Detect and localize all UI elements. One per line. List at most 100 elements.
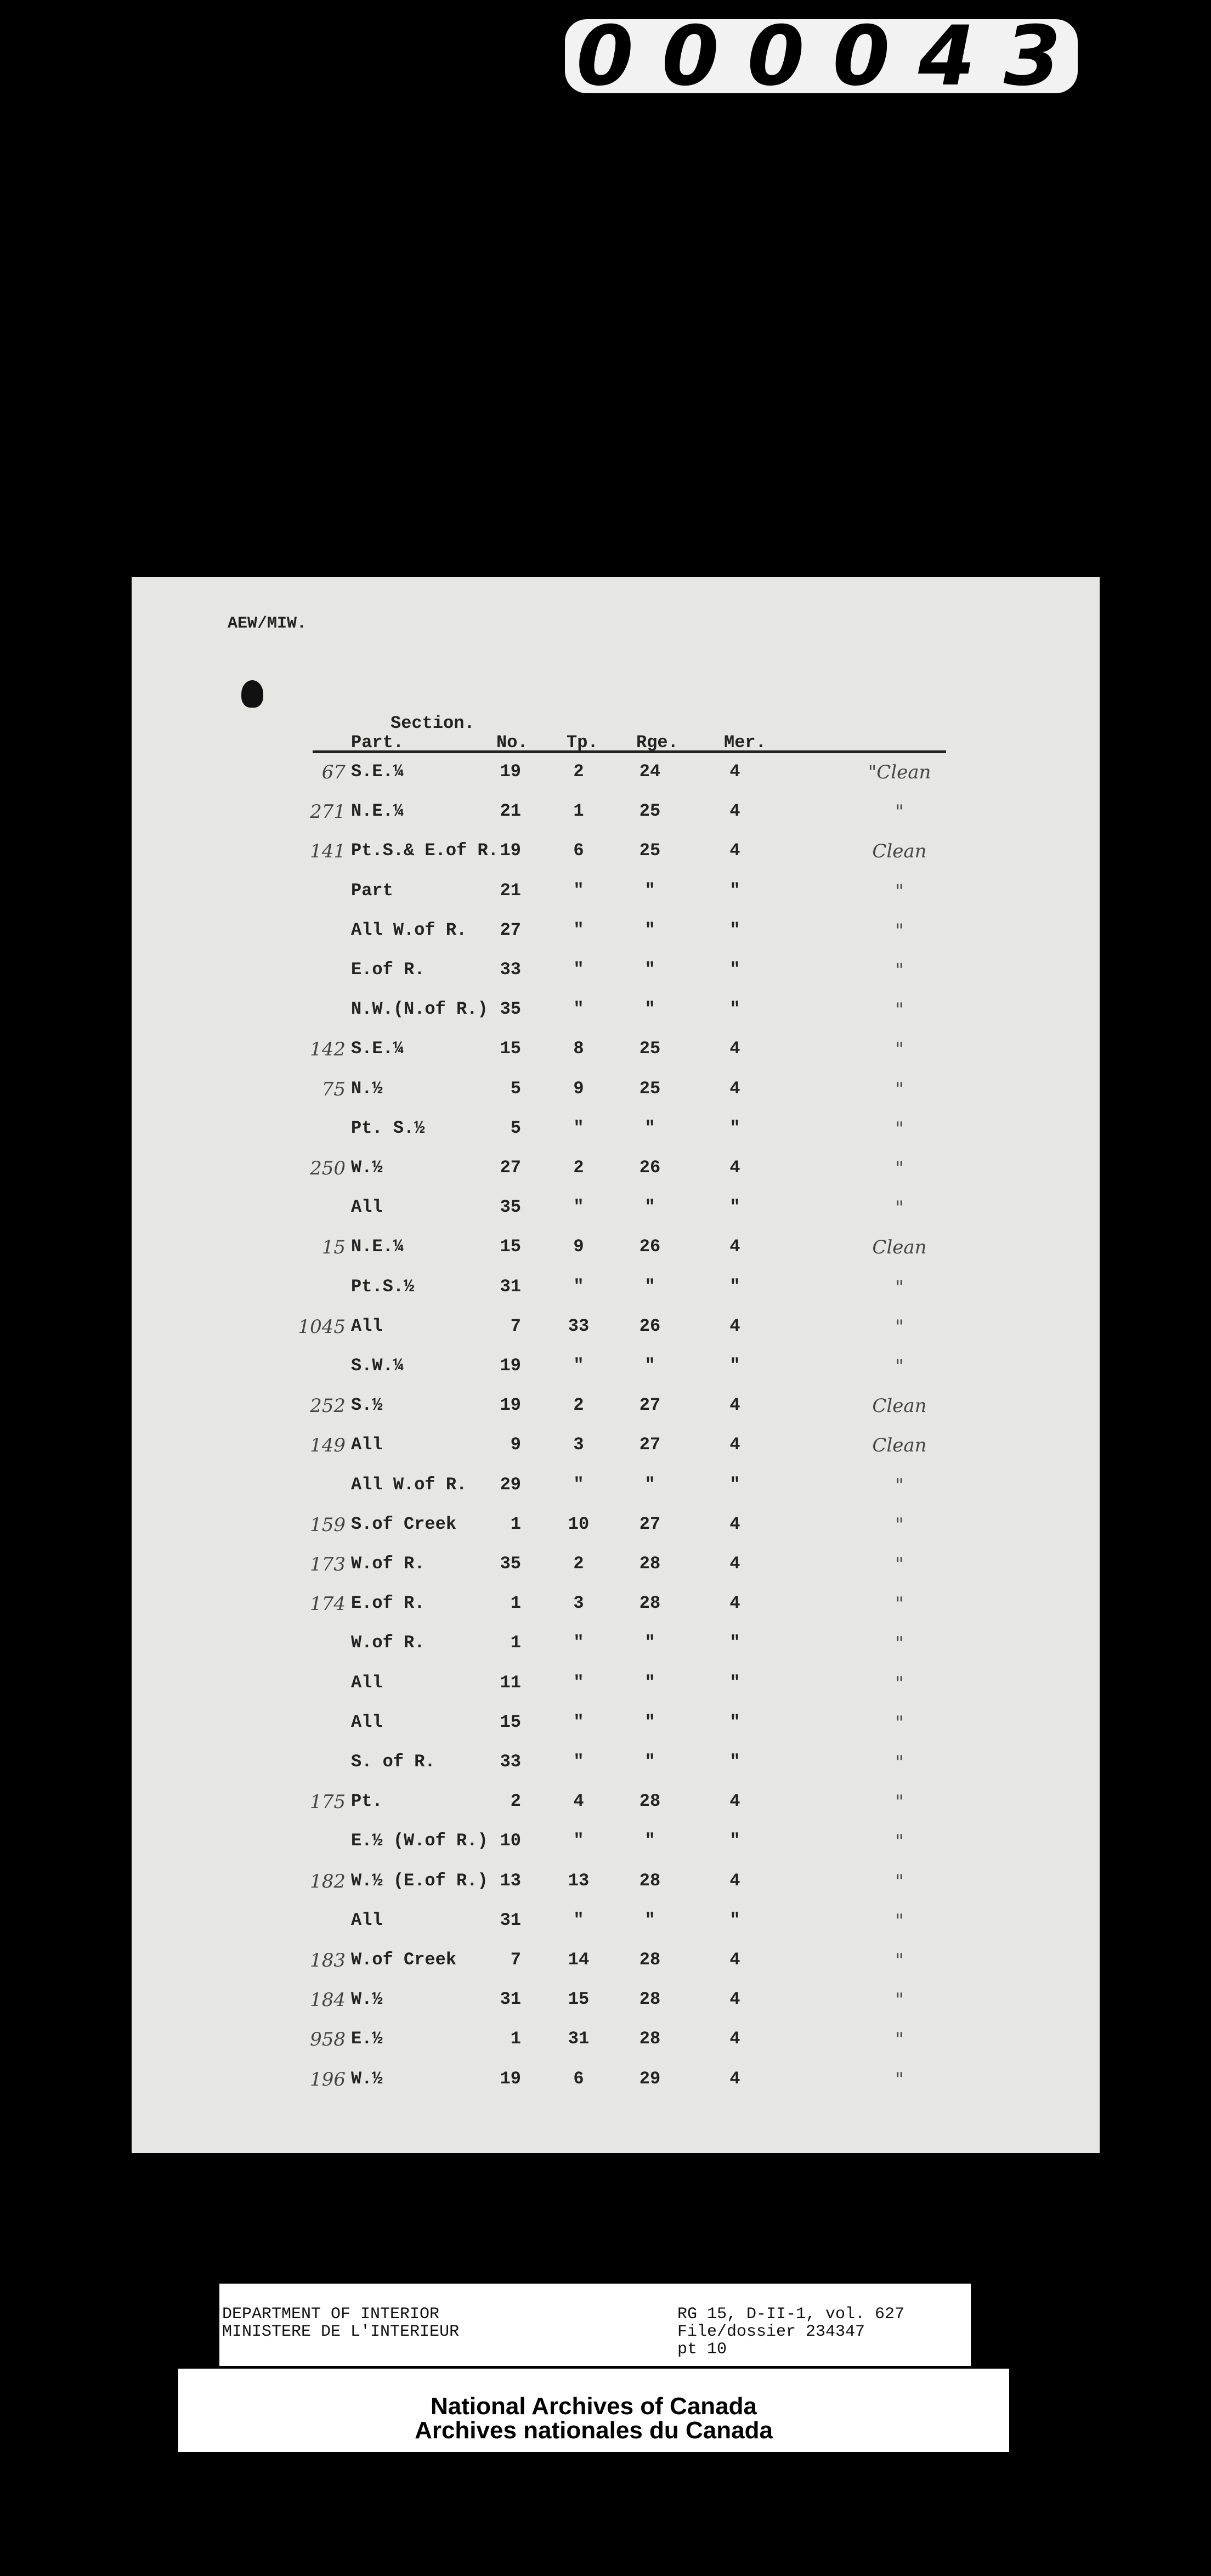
table-row: 250 W.½ 27 2 26 4 " (132, 1157, 1100, 1190)
table-row: Part 21 " " " " (132, 880, 1100, 913)
cell-hand: 196 (310, 2068, 346, 2091)
cell-tp: 15 (568, 1989, 590, 2010)
cell-remark: Clean (872, 1395, 927, 1417)
cell-rge: 28 (639, 1593, 661, 1614)
cell-rge: 27 (639, 1513, 661, 1534)
cell-no: 5 (510, 1078, 521, 1099)
cell-tp: " (573, 1197, 584, 1218)
archive-name-label: National Archives of Canada Archives nat… (178, 2369, 1009, 2452)
cell-no: 7 (510, 1950, 521, 1970)
cell-remark: " (895, 1711, 904, 1734)
table-row: 174 E.of R. 1 3 28 4 " (132, 1593, 1100, 1626)
cell-mer: 4 (729, 2068, 740, 2089)
table-row: All 15 " " " " (132, 1712, 1100, 1745)
cell-remark: " (895, 801, 904, 823)
document-page (132, 577, 1100, 2153)
cell-tp: " (573, 1474, 584, 1495)
cell-no: 19 (500, 761, 521, 782)
cell-part: N.E.¼ (351, 801, 404, 822)
cell-mer: 4 (729, 1791, 740, 1812)
cell-hand: 175 (310, 1791, 346, 1814)
cell-rge: " (644, 1910, 655, 1930)
cell-no: 5 (510, 1117, 521, 1138)
cell-part: All (351, 1711, 383, 1732)
cell-part: E.½ (351, 2029, 383, 2049)
cell-tp: " (573, 919, 584, 940)
cell-tp: 13 (568, 1870, 590, 1891)
cell-no: 21 (500, 801, 521, 822)
cell-mer: " (729, 959, 740, 980)
cell-mer: 4 (729, 1038, 740, 1059)
cell-mer: 4 (729, 1236, 740, 1257)
cell-part: N.W.(N.of R.) (351, 999, 488, 1020)
reference-initials: AEW/MIW. (228, 614, 307, 633)
cell-part: All (351, 1197, 383, 1218)
cell-remark: " (895, 2068, 904, 2091)
cell-tp: " (573, 999, 584, 1020)
cell-rge: " (644, 1711, 655, 1732)
cell-no: 31 (500, 1910, 521, 1930)
cell-tp: 2 (573, 761, 584, 782)
cell-rge: " (644, 1752, 655, 1772)
cell-part: S. of R. (351, 1752, 435, 1772)
archive-name-fr: Archives nationales du Canada (415, 2417, 773, 2444)
cell-no: 1 (510, 1632, 521, 1653)
cell-mer: 4 (729, 1395, 740, 1416)
cell-remark: " (895, 1989, 904, 2012)
cell-part: E.of R. (351, 959, 425, 980)
part-number: pt 10 (677, 2340, 727, 2359)
cell-mer: 4 (729, 840, 740, 861)
ink-blot (241, 680, 263, 708)
cell-remark: " (895, 1910, 904, 1932)
header-part: Part. (351, 732, 404, 753)
cell-no: 15 (500, 1038, 521, 1059)
table-row: All 35 " " " " (132, 1197, 1100, 1230)
cell-tp: 2 (573, 1553, 584, 1574)
cell-tp: " (573, 1831, 584, 1851)
cell-no: 11 (500, 1672, 521, 1693)
cell-part: W.½ (351, 1157, 383, 1178)
table-row: E.of R. 33 " " " " (132, 959, 1100, 992)
cell-hand: 271 (310, 801, 346, 823)
cell-remark: " (895, 1950, 904, 1971)
table-row: 149 All 9 3 27 4 Clean (132, 1434, 1100, 1467)
cell-no: 13 (500, 1870, 521, 1891)
cell-hand: 182 (310, 1870, 346, 1893)
cell-remark: " (895, 1593, 904, 1615)
cell-mer: 4 (729, 1593, 740, 1614)
cell-remark: " (895, 1078, 904, 1100)
cell-remark: " (895, 959, 904, 981)
table-row: All 11 " " " " (132, 1673, 1100, 1705)
table-row: S. of R. 33 " " " " (132, 1752, 1100, 1784)
cell-mer: 4 (729, 1553, 740, 1574)
header-rge: Rge. (636, 732, 678, 753)
cell-rge: 28 (639, 2029, 661, 2049)
cell-rge: 28 (639, 1870, 661, 1891)
cell-mer: " (729, 1474, 740, 1495)
cell-mer: 4 (729, 761, 740, 782)
table-row: 142 S.E.¼ 15 8 25 4 " (132, 1038, 1100, 1071)
cell-no: 31 (500, 1276, 521, 1297)
cell-part: Pt. (351, 1791, 383, 1812)
cell-tp: 2 (573, 1395, 584, 1416)
cell-tp: 9 (573, 1078, 584, 1099)
table-row: 15 N.E.¼ 15 9 26 4 Clean (132, 1236, 1100, 1269)
table-row: All W.of R. 29 " " " " (132, 1475, 1100, 1507)
cell-rge: 25 (639, 1078, 661, 1099)
cell-part: S.E.¼ (351, 761, 404, 782)
cell-rge: " (644, 1197, 655, 1218)
cell-mer: " (729, 880, 740, 901)
cell-mer: 4 (729, 1157, 740, 1178)
cell-rge: 24 (639, 761, 661, 782)
cell-remark: " (895, 1474, 904, 1496)
cell-no: 33 (500, 1752, 521, 1772)
cell-tp: 8 (573, 1038, 584, 1059)
cell-no: 2 (510, 1791, 521, 1812)
cell-no: 29 (500, 1474, 521, 1495)
cell-remark: " (895, 1513, 904, 1536)
cell-tp: 31 (568, 2029, 590, 2049)
cell-rge: 26 (639, 1157, 661, 1178)
table-row: S.W.¼ 19 " " " " (132, 1355, 1100, 1388)
cell-no: 9 (510, 1434, 521, 1455)
cell-part: All W.of R. (351, 1474, 467, 1495)
